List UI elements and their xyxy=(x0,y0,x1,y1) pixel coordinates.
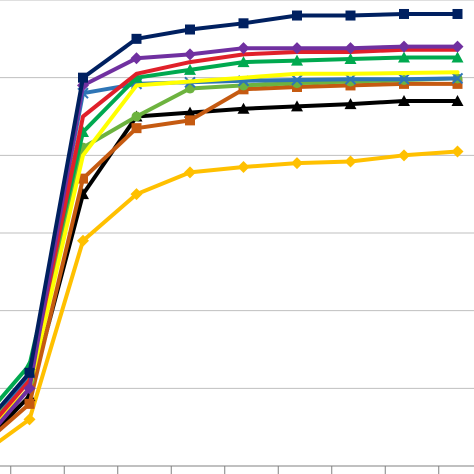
data-point xyxy=(398,51,410,63)
data-point xyxy=(77,234,89,247)
data-point xyxy=(184,48,196,61)
series-line xyxy=(0,78,463,433)
data-point xyxy=(24,367,35,378)
data-point xyxy=(344,155,357,168)
data-point xyxy=(23,413,36,426)
series-line xyxy=(0,70,460,422)
data-point xyxy=(131,33,142,44)
data-point xyxy=(451,72,464,85)
data-point xyxy=(130,188,143,201)
data-point xyxy=(451,145,464,158)
series-line xyxy=(0,8,463,411)
data-point xyxy=(399,8,409,19)
data-point xyxy=(291,157,303,170)
data-point xyxy=(398,149,410,162)
series-path xyxy=(0,70,460,422)
series-line xyxy=(0,73,463,414)
data-point xyxy=(291,42,303,55)
series-path xyxy=(0,12,460,411)
x-axis xyxy=(0,465,474,474)
data-point xyxy=(237,42,250,55)
series-group xyxy=(0,8,464,444)
data-point xyxy=(452,78,463,89)
data-point xyxy=(292,10,302,21)
data-point xyxy=(291,100,303,112)
data-point xyxy=(131,111,142,122)
data-point xyxy=(184,166,196,179)
data-point xyxy=(451,40,464,53)
series-path xyxy=(0,81,460,433)
data-point xyxy=(184,106,196,118)
data-point xyxy=(344,53,357,65)
data-point xyxy=(398,73,410,85)
series-path xyxy=(0,76,460,414)
data-point xyxy=(184,63,196,75)
series-line xyxy=(0,145,464,444)
data-point xyxy=(237,56,250,68)
data-point xyxy=(398,40,410,53)
data-point xyxy=(291,54,303,66)
data-point xyxy=(291,74,303,86)
data-point xyxy=(24,398,35,409)
data-point xyxy=(452,8,463,19)
data-point xyxy=(345,10,356,21)
series-path xyxy=(0,76,460,420)
series-line xyxy=(0,47,460,418)
data-point xyxy=(451,51,464,63)
data-point xyxy=(398,94,410,106)
data-point xyxy=(237,160,250,173)
data-point xyxy=(344,98,357,110)
data-point xyxy=(131,123,142,134)
data-point xyxy=(185,115,195,126)
data-point xyxy=(451,94,464,106)
series-line xyxy=(0,72,464,420)
series-path xyxy=(0,44,460,426)
series-path xyxy=(0,47,460,418)
data-point xyxy=(23,382,36,395)
data-point xyxy=(344,73,357,85)
data-point xyxy=(78,72,88,83)
series-path xyxy=(0,149,460,444)
data-point xyxy=(344,42,357,55)
data-point xyxy=(237,102,250,114)
data-point xyxy=(185,24,195,35)
data-point xyxy=(238,18,249,29)
data-point xyxy=(130,71,143,83)
data-point xyxy=(78,173,88,184)
data-point xyxy=(130,52,143,65)
